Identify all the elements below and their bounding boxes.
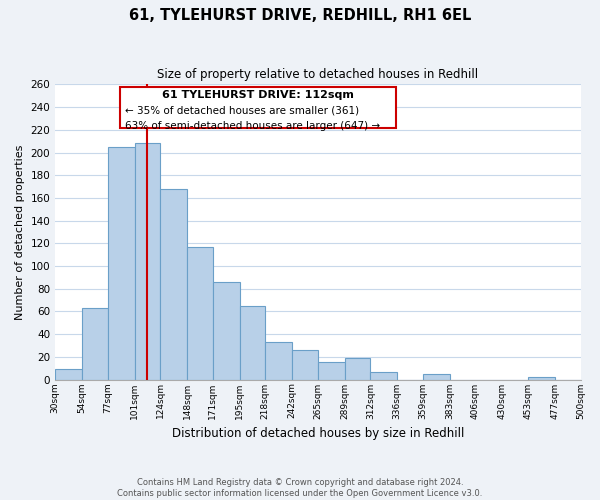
X-axis label: Distribution of detached houses by size in Redhill: Distribution of detached houses by size …	[172, 427, 464, 440]
Bar	[160, 189, 187, 380]
Text: 61, TYLEHURST DRIVE, REDHILL, RH1 6EL: 61, TYLEHURST DRIVE, REDHILL, RH1 6EL	[129, 8, 471, 22]
Bar	[213, 282, 239, 380]
Bar	[108, 147, 134, 380]
Bar	[82, 308, 108, 380]
Bar	[239, 306, 265, 380]
Bar	[187, 246, 213, 380]
Y-axis label: Number of detached properties: Number of detached properties	[15, 144, 25, 320]
Bar	[292, 350, 318, 380]
Text: 61 TYLEHURST DRIVE: 112sqm: 61 TYLEHURST DRIVE: 112sqm	[162, 90, 354, 100]
Title: Size of property relative to detached houses in Redhill: Size of property relative to detached ho…	[157, 68, 478, 80]
Text: Contains HM Land Registry data © Crown copyright and database right 2024.
Contai: Contains HM Land Registry data © Crown c…	[118, 478, 482, 498]
Text: ← 35% of detached houses are smaller (361): ← 35% of detached houses are smaller (36…	[125, 106, 359, 116]
Text: 63% of semi-detached houses are larger (647) →: 63% of semi-detached houses are larger (…	[125, 120, 380, 130]
Bar	[265, 342, 292, 380]
Bar	[55, 370, 82, 380]
FancyBboxPatch shape	[120, 86, 396, 128]
Bar	[423, 374, 450, 380]
Bar	[318, 362, 344, 380]
Bar	[134, 144, 160, 380]
Bar	[344, 358, 370, 380]
Bar	[528, 377, 555, 380]
Bar	[370, 372, 397, 380]
